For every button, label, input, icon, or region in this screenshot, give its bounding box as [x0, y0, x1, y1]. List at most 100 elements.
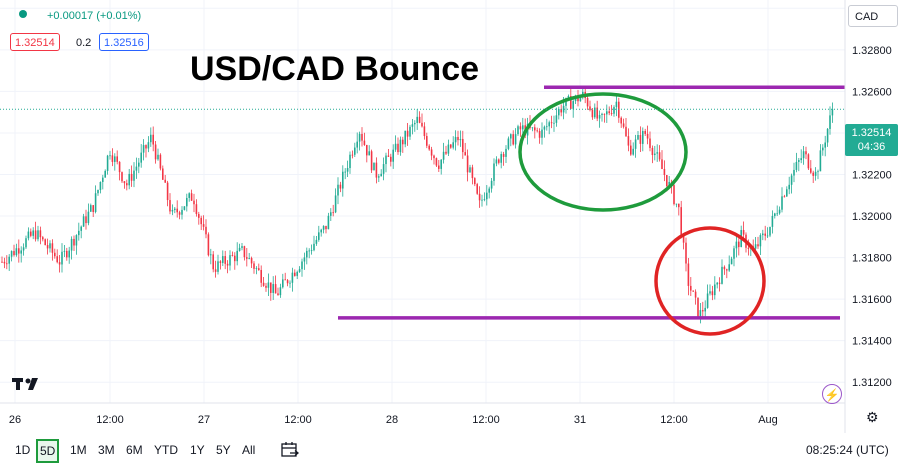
candle-body: [346, 168, 349, 172]
candle-body: [99, 181, 102, 191]
candle-body: [258, 268, 260, 271]
candle-body: [176, 208, 178, 213]
candle: [531, 127, 534, 132]
tf-1y[interactable]: 1Y: [190, 443, 205, 457]
price-tick-label: 1.31800: [852, 253, 892, 265]
candle: [721, 259, 723, 285]
candle-body: [368, 151, 370, 156]
candle-body: [265, 285, 267, 288]
candle-body: [814, 171, 817, 176]
bid-price[interactable]: 1.32514: [10, 33, 60, 51]
candle: [771, 210, 774, 234]
gear-icon[interactable]: ⚙: [866, 409, 879, 425]
candle: [385, 152, 387, 173]
candle-body: [205, 226, 207, 235]
candle-body: [819, 150, 822, 172]
candle: [790, 173, 793, 194]
tf-1m[interactable]: 1M: [70, 443, 87, 457]
candle-body: [178, 212, 181, 215]
candle-body: [502, 154, 505, 157]
candle: [450, 143, 452, 149]
candle: [106, 154, 109, 175]
candle-body: [680, 207, 682, 237]
candle-body: [157, 154, 159, 160]
ask-price[interactable]: 1.32516: [99, 33, 149, 51]
candle-body: [303, 257, 306, 262]
candle-body: [106, 155, 109, 171]
candle: [445, 145, 447, 155]
tf-5y[interactable]: 5Y: [216, 443, 231, 457]
candle-body: [94, 193, 97, 212]
tf-3m[interactable]: 3M: [98, 443, 115, 457]
candle: [356, 132, 358, 154]
candle: [296, 270, 298, 279]
candle: [366, 144, 368, 163]
candle-body: [10, 251, 13, 257]
candle: [730, 256, 733, 265]
currency-selector[interactable]: CAD: [848, 5, 898, 27]
candle: [157, 148, 159, 161]
candle-body: [757, 244, 759, 247]
time-tick-label: 12:00: [284, 414, 312, 426]
candle-body: [56, 256, 58, 263]
candle: [37, 225, 39, 242]
candle-body: [104, 170, 106, 178]
candle-body: [462, 138, 464, 153]
candle-body: [478, 193, 481, 201]
candle: [397, 137, 399, 155]
candle: [320, 228, 322, 237]
candle-body: [450, 144, 452, 148]
candle-body: [824, 142, 826, 148]
tf-1d[interactable]: 1D: [15, 443, 31, 457]
tf-5d[interactable]: 5D: [36, 439, 60, 463]
candle-body: [402, 139, 404, 145]
candle: [255, 266, 258, 275]
candle-body: [13, 251, 15, 256]
candle: [474, 177, 476, 187]
bar-countdown: 04:36: [857, 141, 886, 153]
candle: [375, 157, 378, 184]
candle-body: [663, 169, 666, 176]
candle: [493, 158, 495, 186]
candle: [704, 300, 706, 319]
candle-body: [277, 293, 279, 296]
candle: [486, 185, 488, 206]
calendar-range-icon[interactable]: [280, 441, 300, 464]
price-chart[interactable]: 1.330001.328001.326001.324001.322001.320…: [0, 0, 904, 433]
utc-clock[interactable]: 08:25:24 (UTC): [806, 443, 889, 457]
tradingview-logo-icon[interactable]: [12, 376, 42, 397]
candle-body: [810, 168, 812, 173]
candle: [598, 110, 601, 128]
candle-body: [22, 247, 25, 251]
candle: [608, 106, 610, 116]
price-change: +0.00017 (+0.01%): [47, 10, 142, 22]
candle-body: [274, 284, 277, 294]
candle-body: [697, 297, 699, 317]
candle-body: [685, 242, 687, 264]
candle-body: [764, 233, 766, 236]
candle-body: [243, 246, 246, 258]
candle-body: [579, 97, 582, 102]
candle-body: [661, 159, 663, 170]
candle-body: [253, 263, 255, 269]
candle: [368, 145, 370, 156]
candle-body: [486, 192, 488, 200]
candle-body: [586, 98, 589, 107]
candle-body: [637, 135, 639, 140]
candle: [822, 144, 824, 156]
candle: [193, 193, 195, 213]
candle-body: [8, 256, 10, 264]
currency-label: CAD: [855, 11, 879, 23]
tf-all[interactable]: All: [242, 443, 256, 457]
candle: [735, 236, 738, 258]
candle-body: [802, 151, 805, 159]
tf-ytd[interactable]: YTD: [154, 443, 178, 457]
candle-body: [726, 269, 728, 271]
candle: [224, 250, 226, 270]
candle: [262, 276, 265, 287]
candle: [246, 248, 248, 267]
lightning-icon[interactable]: ⚡: [822, 384, 842, 404]
candle-body: [747, 247, 750, 249]
candle-body: [224, 256, 226, 264]
tf-6m[interactable]: 6M: [126, 443, 143, 457]
